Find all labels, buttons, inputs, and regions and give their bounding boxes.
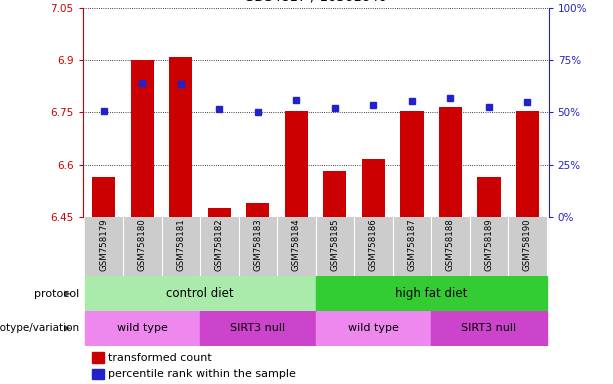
Bar — [200, 217, 238, 276]
Text: GSM758187: GSM758187 — [408, 219, 416, 271]
Bar — [354, 217, 393, 276]
Text: protocol: protocol — [34, 289, 80, 299]
Bar — [123, 217, 162, 276]
Text: GSM758183: GSM758183 — [253, 219, 262, 271]
Bar — [324, 170, 346, 217]
Text: control diet: control diet — [166, 287, 234, 300]
Text: SIRT3 null: SIRT3 null — [230, 323, 286, 333]
Text: GSM758185: GSM758185 — [330, 219, 340, 271]
Bar — [93, 177, 115, 217]
Bar — [92, 369, 104, 379]
Title: GDS4817 / 10361640: GDS4817 / 10361640 — [244, 0, 387, 4]
Text: genotype/variation: genotype/variation — [0, 323, 80, 333]
Bar — [85, 311, 200, 346]
Bar — [85, 217, 123, 276]
Bar — [238, 217, 277, 276]
Bar — [131, 60, 154, 217]
Text: percentile rank within the sample: percentile rank within the sample — [109, 369, 296, 379]
Text: GSM758184: GSM758184 — [292, 219, 301, 271]
Text: high fat diet: high fat diet — [395, 287, 467, 300]
Text: GSM758190: GSM758190 — [523, 219, 532, 271]
Text: GSM758189: GSM758189 — [484, 219, 493, 271]
Bar — [246, 203, 270, 217]
Bar — [162, 217, 200, 276]
Bar — [200, 311, 316, 346]
Bar — [362, 159, 385, 217]
Bar — [277, 217, 316, 276]
Text: wild type: wild type — [348, 323, 399, 333]
Bar — [439, 107, 462, 217]
Bar — [393, 217, 431, 276]
Bar — [508, 217, 547, 276]
Bar — [400, 111, 424, 217]
Bar — [285, 111, 308, 217]
Bar — [431, 217, 470, 276]
Bar — [470, 217, 508, 276]
Bar — [316, 311, 431, 346]
Bar — [316, 276, 547, 311]
Bar — [316, 217, 354, 276]
Bar — [431, 311, 547, 346]
Text: wild type: wild type — [117, 323, 168, 333]
Bar — [92, 352, 104, 363]
Bar — [169, 56, 192, 217]
Text: GSM758179: GSM758179 — [99, 219, 109, 271]
Text: GSM758182: GSM758182 — [215, 219, 224, 271]
Bar — [478, 177, 500, 217]
Text: transformed count: transformed count — [109, 353, 212, 363]
Text: GSM758186: GSM758186 — [369, 219, 378, 271]
Bar — [85, 276, 316, 311]
Bar — [516, 111, 539, 217]
Text: GSM758180: GSM758180 — [138, 219, 147, 271]
Bar — [208, 208, 231, 217]
Text: GSM758181: GSM758181 — [177, 219, 186, 271]
Text: GSM758188: GSM758188 — [446, 219, 455, 271]
Text: SIRT3 null: SIRT3 null — [462, 323, 517, 333]
